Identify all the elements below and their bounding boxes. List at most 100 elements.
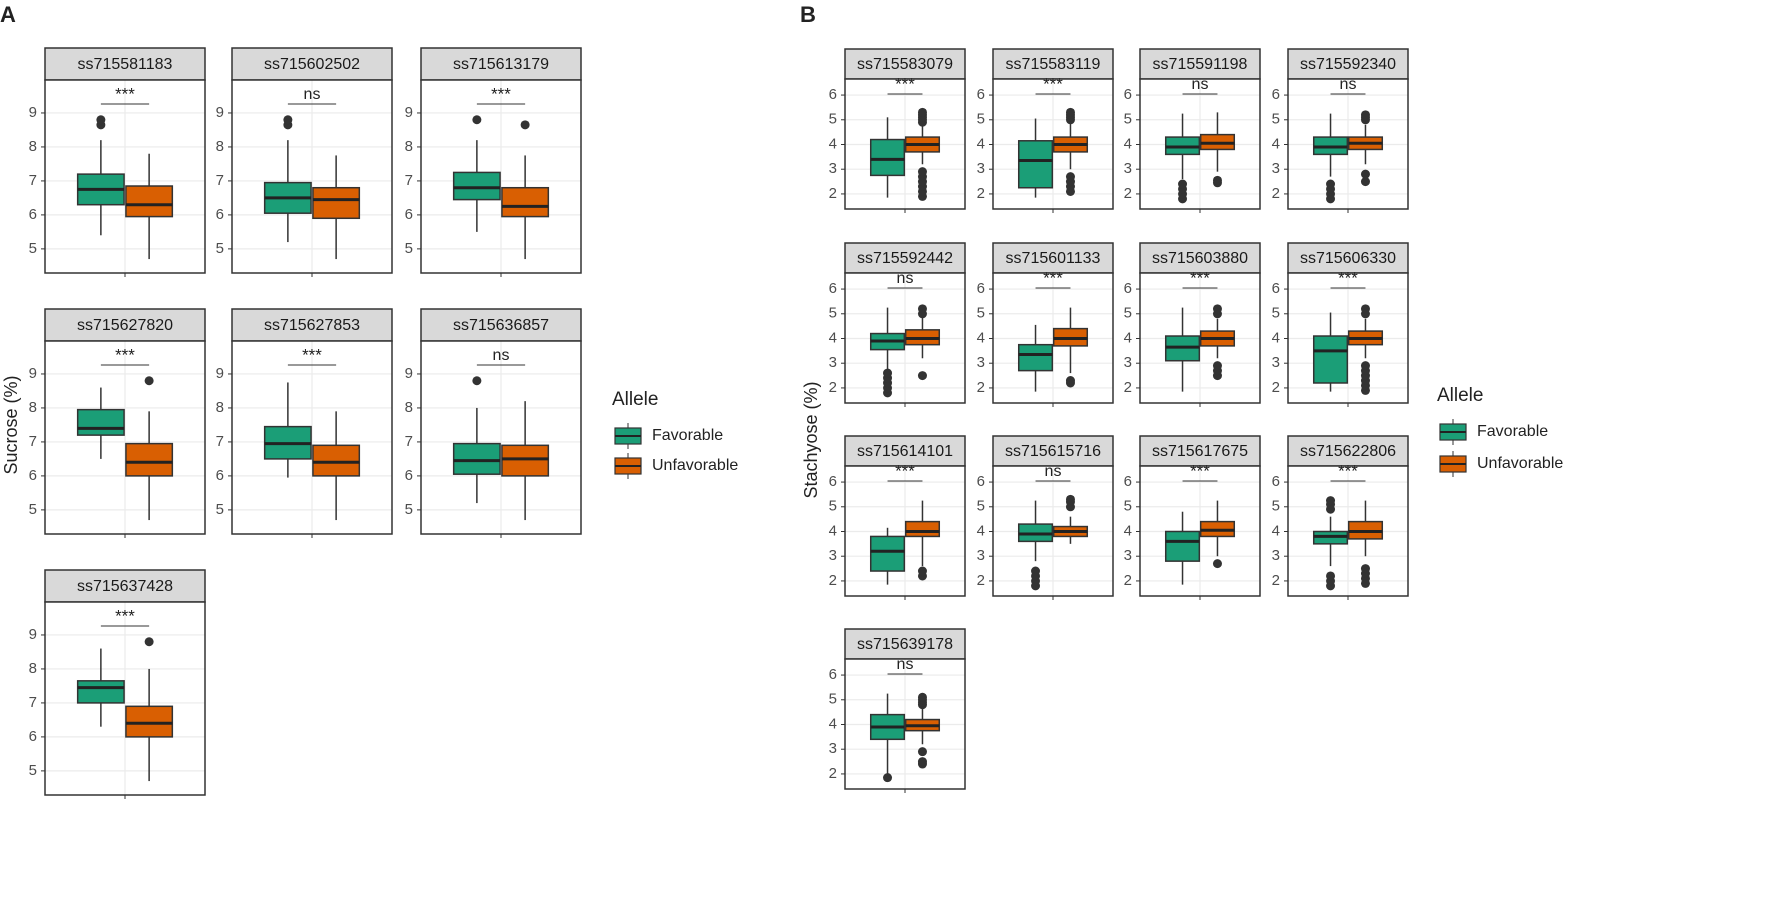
outlier <box>1031 566 1041 576</box>
y-tick-label: 4 <box>1272 135 1280 152</box>
facet-title: ss715583079 <box>857 56 953 73</box>
box <box>125 442 174 477</box>
significance-label: *** <box>491 84 511 103</box>
y-tick-label: 6 <box>1272 280 1280 297</box>
y-tick-label: 3 <box>1272 354 1280 371</box>
y-tick-label: 9 <box>29 104 37 121</box>
box <box>1164 530 1201 562</box>
facet-title: ss715583119 <box>1006 56 1101 73</box>
outlier <box>472 115 482 125</box>
y-tick-label: 4 <box>1272 522 1280 539</box>
facet-title: ss715639178 <box>857 636 953 653</box>
y-tick-label: 8 <box>405 399 413 416</box>
y-tick-label: 2 <box>977 185 985 202</box>
y-tick-label: 9 <box>405 365 413 382</box>
y-tick-label: 2 <box>1272 379 1280 396</box>
significance-label: *** <box>895 74 915 93</box>
strip <box>420 47 582 81</box>
panel-border <box>231 79 393 274</box>
strip <box>844 48 966 80</box>
facet-title: ss715602502 <box>264 56 360 73</box>
y-tick-label: 3 <box>1124 160 1132 177</box>
y-tick-label: 6 <box>829 280 837 297</box>
significance-label: *** <box>115 84 135 103</box>
panel-border <box>992 272 1114 404</box>
y-tick-label: 6 <box>29 206 37 223</box>
box <box>312 444 361 477</box>
box <box>869 535 906 572</box>
legend-title: Allele <box>612 389 658 410</box>
significance-label: ns <box>493 347 510 364</box>
significance-label: *** <box>302 345 322 364</box>
y-tick-label: 2 <box>1124 572 1132 589</box>
box <box>125 185 174 218</box>
y-tick-label: 5 <box>829 111 837 128</box>
outlier <box>1360 177 1370 187</box>
y-tick-label: 5 <box>1272 305 1280 322</box>
y-tick-label: 3 <box>829 547 837 564</box>
outlier <box>1326 179 1336 189</box>
y-tick-label: 3 <box>1124 547 1132 564</box>
y-tick-label: 5 <box>29 240 37 257</box>
strip <box>844 628 966 660</box>
outlier <box>144 637 154 647</box>
y-tick-label: 6 <box>977 86 985 103</box>
outlier <box>1360 564 1370 574</box>
y-tick-label: 3 <box>1124 354 1132 371</box>
facet-title: ss715601133 <box>1006 250 1101 267</box>
panel-border <box>1139 78 1261 210</box>
y-tick-label: 7 <box>405 172 413 189</box>
box <box>501 186 550 218</box>
y-tick-label: 4 <box>1124 522 1132 539</box>
panel-border <box>1287 78 1409 210</box>
facet-title: ss715614101 <box>857 443 953 460</box>
significance-label: *** <box>1043 268 1063 287</box>
panel-label: A <box>0 2 16 27</box>
y-tick-label: 5 <box>405 501 413 518</box>
y-tick-label: 3 <box>1272 160 1280 177</box>
outlier <box>96 115 106 125</box>
y-tick-label: 6 <box>977 280 985 297</box>
y-tick-label: 4 <box>977 135 985 152</box>
outlier <box>917 747 927 757</box>
y-tick-label: 6 <box>829 666 837 683</box>
box <box>76 680 125 704</box>
facet-title: ss715613179 <box>453 56 549 73</box>
y-tick-label: 8 <box>29 660 37 677</box>
outlier <box>1360 304 1370 314</box>
y-tick-label: 5 <box>829 305 837 322</box>
y-tick-label: 3 <box>1272 547 1280 564</box>
facet-title: ss715592340 <box>1300 56 1396 73</box>
facet-title: ss715617675 <box>1152 443 1248 460</box>
outlier <box>883 773 893 783</box>
panel-border <box>1139 465 1261 597</box>
y-tick-label: 6 <box>216 467 224 484</box>
panel-border <box>992 465 1114 597</box>
panel-border <box>844 658 966 790</box>
y-tick-label: 3 <box>977 354 985 371</box>
outlier <box>917 167 927 177</box>
y-tick-label: 2 <box>829 185 837 202</box>
y-tick-label: 2 <box>1272 572 1280 589</box>
y-tick-label: 4 <box>829 135 837 152</box>
y-tick-label: 4 <box>1124 329 1132 346</box>
outlier <box>1360 110 1370 120</box>
strip <box>992 435 1114 467</box>
y-tick-label: 2 <box>1124 379 1132 396</box>
y-tick-label: 6 <box>29 728 37 745</box>
box <box>125 705 174 738</box>
outlier <box>883 368 893 378</box>
facet-title: ss715591198 <box>1153 56 1248 73</box>
facet-title: ss715603880 <box>1152 250 1248 267</box>
y-tick-label: 2 <box>829 572 837 589</box>
strip <box>844 435 966 467</box>
y-tick-label: 8 <box>216 399 224 416</box>
significance-label: *** <box>1190 461 1210 480</box>
significance-label: *** <box>895 461 915 480</box>
y-tick-label: 7 <box>216 172 224 189</box>
y-tick-label: 3 <box>977 547 985 564</box>
y-tick-label: 8 <box>216 138 224 155</box>
legend-title: Allele <box>1437 385 1483 406</box>
strip <box>844 242 966 274</box>
outlier <box>1212 361 1222 371</box>
